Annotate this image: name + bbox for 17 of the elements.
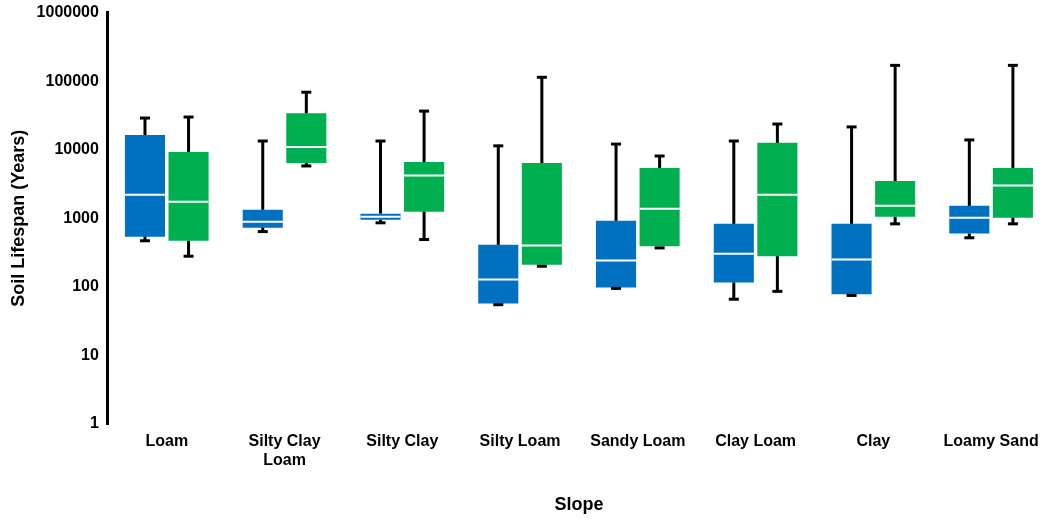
y-axis-title: Soil Lifespan (Years) [7,129,28,307]
x-tick-label: Silty Loam [479,432,561,450]
x-tick-label: Silty Clay [366,432,439,450]
y-tick-label: 10 [81,345,99,363]
x-tick-label: Loam [145,432,189,450]
x-tick-label: Clay [856,432,891,450]
x-tick-label: Silty Clay Loam [248,432,321,469]
x-axis-title: Slope [554,494,604,515]
y-tick-label: 1000 [63,208,99,226]
y-tick-label: 100 [72,277,99,295]
y-tick-label: 1 [89,414,99,432]
x-tick-label: Sandy Loam [590,432,686,450]
y-tick-label: 10000 [54,140,99,158]
x-tick-label: Loamy Sand [943,432,1039,450]
y-tick-label: 1000000 [36,3,99,21]
x-tick-label: Clay Loam [715,432,797,450]
y-tick-label: 100000 [45,71,99,89]
